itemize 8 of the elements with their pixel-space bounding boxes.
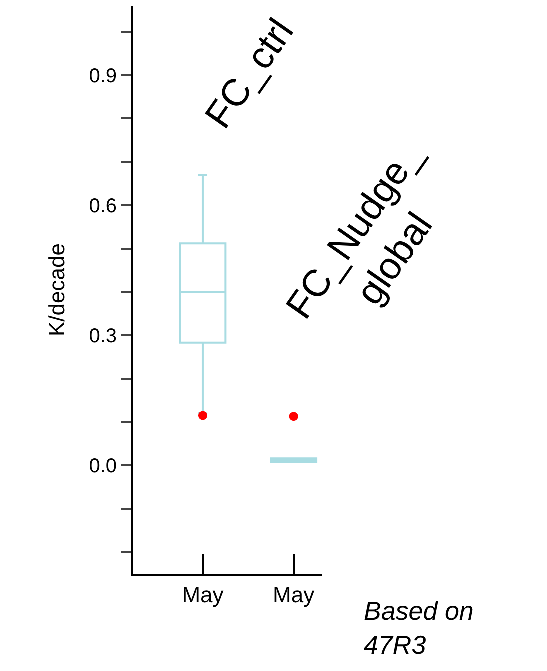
y-tick-label: 0.0: [89, 456, 117, 478]
y-tick-label: 0.9: [89, 65, 117, 88]
x-tick-label: May: [182, 582, 224, 608]
y-tick-label: 0.6: [89, 195, 117, 218]
x-tick-label: May: [273, 582, 315, 608]
text: Based on 47R3: [364, 596, 474, 660]
y-axis-title: K/decade: [44, 244, 70, 336]
y-tick-label: 0.3: [89, 326, 117, 348]
